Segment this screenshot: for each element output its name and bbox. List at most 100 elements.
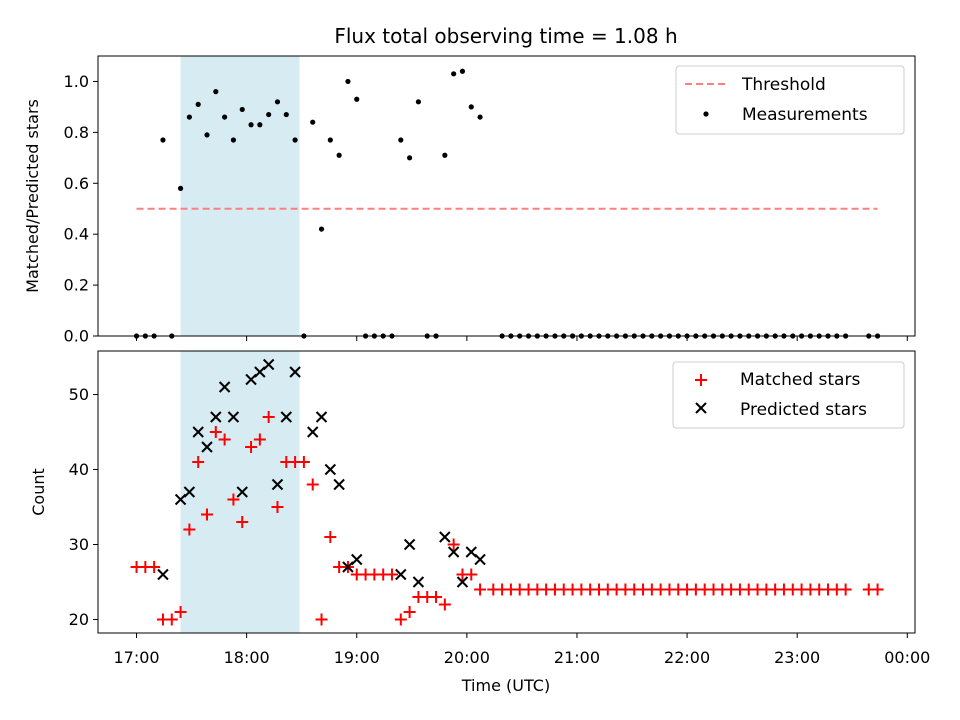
y-tick-label: 0.0 bbox=[64, 327, 89, 346]
predicted-star-point bbox=[447, 546, 460, 558]
x-tick-label: 21:00 bbox=[554, 648, 600, 667]
matched-star-point bbox=[306, 478, 319, 491]
y-tick-label: 0.6 bbox=[64, 174, 89, 193]
y-tick-label: 40 bbox=[69, 460, 89, 479]
x-axis-label: Time (UTC) bbox=[461, 676, 550, 695]
matched-star-point bbox=[183, 523, 196, 536]
predicted-star-point bbox=[192, 426, 204, 438]
measurement-point bbox=[177, 185, 184, 191]
measurement-point bbox=[195, 101, 201, 107]
matched-star-point bbox=[465, 568, 478, 581]
predicted-star-point bbox=[236, 486, 248, 498]
matched-star-point bbox=[438, 598, 451, 611]
matched-star-point bbox=[474, 583, 487, 596]
measurement-point bbox=[310, 119, 316, 125]
matched-star-point bbox=[839, 583, 852, 596]
matched-star-point bbox=[394, 613, 407, 626]
ratio-x-ticks bbox=[136, 336, 908, 341]
matched-star-point bbox=[385, 568, 398, 581]
predicted-star-point bbox=[456, 576, 469, 588]
matched-star-point bbox=[201, 508, 214, 521]
ratio-y-ticks: 0.0 0.2 0.4 0.6 0.8 1.0 bbox=[64, 72, 98, 346]
predicted-star-point bbox=[403, 538, 416, 551]
measurement-point bbox=[468, 104, 474, 110]
count-y-ticks: 20 30 40 50 bbox=[69, 385, 98, 629]
y-tick-label: 1.0 bbox=[64, 72, 89, 91]
observing-span-shade bbox=[180, 351, 300, 633]
measurement-point bbox=[336, 152, 342, 158]
y-tick-label: 0.2 bbox=[64, 276, 89, 295]
predicted-star-point bbox=[289, 366, 301, 378]
matched-star-point bbox=[192, 456, 205, 468]
legend-matched-swatch bbox=[695, 374, 707, 386]
measurement-point bbox=[230, 137, 237, 143]
count-x-ticks: 17:00 18:00 19:00 20:00 21:00 22:00 23:00 00:00 bbox=[113, 633, 930, 667]
predicted-star-points bbox=[157, 358, 486, 588]
matched-star-point bbox=[271, 501, 284, 513]
measurement-point bbox=[274, 99, 281, 105]
y-tick-label: 30 bbox=[69, 535, 89, 554]
matched-star-point bbox=[324, 531, 337, 543]
predicted-star-point bbox=[218, 381, 231, 393]
matched-star-point bbox=[297, 456, 310, 468]
measurement-point bbox=[327, 137, 333, 143]
x-tick-label: 19:00 bbox=[334, 648, 380, 667]
predicted-star-point bbox=[307, 426, 319, 438]
measurement-point bbox=[160, 137, 166, 143]
matched-star-point bbox=[236, 516, 249, 528]
matched-star-point bbox=[403, 606, 416, 618]
predicted-star-point bbox=[227, 411, 240, 423]
y-tick-label: 0.8 bbox=[64, 123, 89, 142]
count-panel: 20 30 40 50 17:00 18:00 19:00 20:00 21:00 22:00 2… bbox=[29, 350, 930, 695]
legend-matched-label: Matched stars bbox=[740, 370, 860, 390]
measurement-point bbox=[345, 78, 351, 85]
predicted-star-point bbox=[315, 411, 328, 423]
legend-predicted-label: Predicted stars bbox=[740, 400, 867, 420]
predicted-star-point bbox=[439, 531, 451, 543]
measurement-point bbox=[213, 89, 219, 95]
measurement-point bbox=[318, 226, 325, 232]
matched-star-point bbox=[218, 433, 231, 446]
measurement-point bbox=[477, 114, 483, 120]
chart-title: Flux total observing time = 1.08 h bbox=[334, 24, 677, 48]
legend-measurements-swatch bbox=[703, 111, 709, 117]
x-tick-label: 22:00 bbox=[664, 648, 710, 667]
predicted-star-point bbox=[474, 553, 486, 566]
legend-predicted-swatch bbox=[695, 402, 707, 414]
measurement-point bbox=[415, 99, 422, 105]
legend-threshold-label: Threshold bbox=[741, 75, 826, 95]
matched-star-point bbox=[148, 561, 161, 573]
matched-star-point bbox=[209, 426, 222, 438]
predicted-star-point bbox=[351, 553, 363, 566]
ratio-legend: Threshold Measurements bbox=[675, 65, 905, 135]
predicted-star-point bbox=[333, 478, 345, 491]
measurement-point bbox=[266, 111, 272, 118]
measurement-point bbox=[186, 114, 192, 120]
matched-star-point bbox=[227, 493, 240, 506]
predicted-star-point bbox=[271, 478, 284, 491]
measurement-point bbox=[398, 137, 404, 143]
measurement-point bbox=[222, 114, 228, 120]
predicted-star-point bbox=[280, 411, 292, 423]
matched-star-point bbox=[165, 613, 178, 626]
measurement-point bbox=[354, 96, 360, 102]
measurement-point bbox=[283, 111, 289, 118]
measurement-point bbox=[204, 132, 210, 138]
matched-star-point bbox=[174, 606, 187, 618]
matched-star-point bbox=[447, 538, 460, 551]
y-tick-label: 50 bbox=[69, 385, 89, 404]
ratio-panel: 0.0 0.2 0.4 0.6 0.8 1.0 Flux total observing … bbox=[23, 24, 916, 346]
predicted-star-point bbox=[324, 463, 337, 476]
observing-span-shade bbox=[180, 56, 300, 336]
predicted-star-point bbox=[201, 441, 213, 453]
predicted-star-point bbox=[183, 486, 196, 498]
x-tick-label: 00:00 bbox=[884, 648, 930, 667]
measurement-points bbox=[133, 68, 881, 339]
measurement-point bbox=[459, 68, 466, 74]
matched-star-points bbox=[130, 411, 884, 626]
x-tick-label: 23:00 bbox=[774, 648, 820, 667]
count-legend: Matched stars Predicted stars bbox=[672, 361, 905, 429]
predicted-star-point bbox=[412, 576, 425, 588]
matched-star-point bbox=[245, 441, 258, 453]
